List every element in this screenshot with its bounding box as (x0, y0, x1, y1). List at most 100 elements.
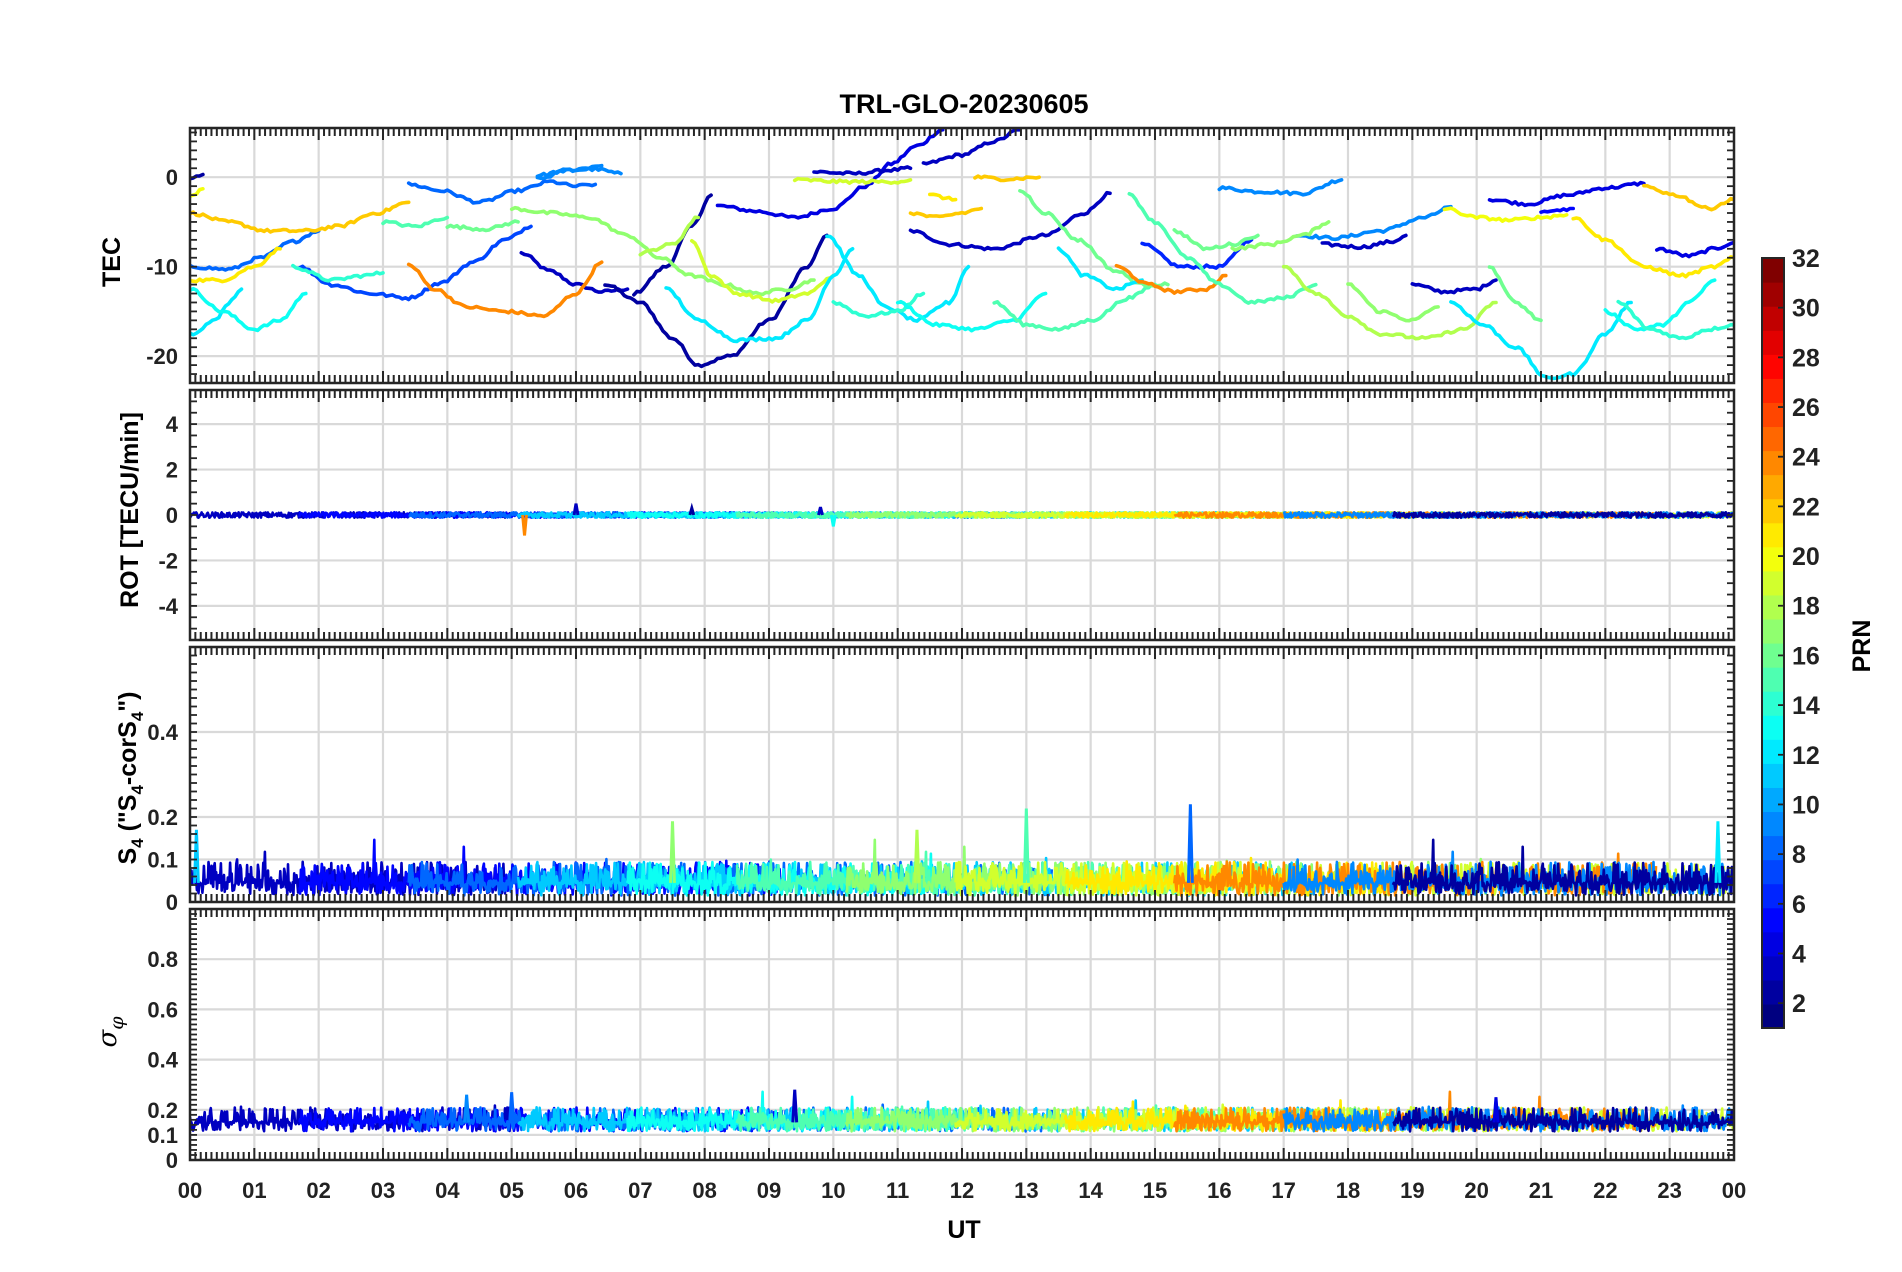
s4-spike (1714, 821, 1722, 883)
colorbar-band (1762, 474, 1784, 500)
sigma_phi-ytick-label: 0.6 (147, 997, 178, 1022)
tec-series-prn-24 (406, 260, 604, 319)
colorbar-band (1762, 715, 1784, 740)
colorbar-band (1762, 306, 1784, 331)
colorbar-band (1762, 570, 1784, 596)
x-axis-title: UT (947, 1216, 980, 1244)
rot-series-group (190, 502, 1734, 536)
tec-series-prn-4 (1655, 240, 1734, 259)
tec-series-prn-3 (908, 190, 1112, 252)
tec-series-prn-22 (1642, 183, 1734, 212)
tec-series-prn-19 (690, 239, 836, 304)
s4-spike (1186, 804, 1194, 883)
colorbar-tick-label: 28 (1792, 344, 1820, 372)
tec-series-prn-9 (535, 166, 623, 179)
tec-series-prn-3 (519, 251, 630, 294)
tec-series-prn-19 (792, 176, 913, 185)
tec-series-prn-6 (1140, 238, 1254, 270)
tec-series-prn-22 (190, 200, 411, 234)
x-tick-label: 03 (371, 1178, 395, 1203)
colorbar-tick-label: 22 (1792, 493, 1820, 521)
colorbar-band (1762, 667, 1784, 692)
tec-series-prn-16 (1487, 265, 1543, 323)
tec-series-prn-12 (664, 247, 855, 344)
colorbar-tick-label: 6 (1792, 891, 1806, 919)
s4-ytick-label: 0.4 (147, 720, 178, 745)
tec-series-prn-9 (1294, 204, 1453, 242)
sigma-phi-panel: 00.10.2 0.4 0.6 0.8 (147, 907, 1736, 1173)
rot-spike (572, 503, 580, 516)
tec-series-prn-20 (1442, 206, 1569, 223)
s4-axis-title-mid: ("S (114, 795, 142, 839)
s4-axis-title-s: S (114, 848, 142, 865)
colorbar-band (1762, 643, 1784, 668)
s4-spike (193, 829, 200, 883)
x-tick-label: 22 (1593, 1178, 1617, 1203)
tec-series-prn-17 (1346, 282, 1440, 323)
s4-spike (1022, 808, 1030, 883)
tec-series-prn-15 (381, 215, 450, 229)
rot-ytick-label: 4 (166, 412, 179, 437)
x-tick-label: 02 (306, 1178, 330, 1203)
x-tick-label: 14 (1078, 1178, 1103, 1203)
colorbar-band (1762, 354, 1784, 379)
colorbar-band (1762, 498, 1784, 524)
x-tick-label: 00 (1722, 1178, 1746, 1203)
x-tick-label: 10 (821, 1178, 845, 1203)
colorbar-band (1762, 739, 1784, 764)
x-tick-label: 21 (1529, 1178, 1553, 1203)
s4-axis-title-sub3: 4 (128, 711, 147, 721)
tec-series-prn-16 (1172, 228, 1260, 252)
tec-series-prn-3 (1410, 278, 1498, 295)
s4-axis-title-sub1: 4 (128, 838, 147, 848)
sigma_phi-spike (791, 1089, 799, 1123)
rot-series-prn-2 (1391, 510, 1734, 519)
x-tick-label: 11 (886, 1178, 909, 1203)
tec-series-prn-15 (1127, 192, 1318, 305)
x-tick-label: 18 (1336, 1178, 1360, 1203)
tec-series-prn-24 (1114, 263, 1228, 295)
sigma_phi-ytick-label: 0.8 (147, 947, 178, 972)
sigma-phi-axis-title: σφ (93, 1016, 128, 1048)
colorbar-tick-label: 12 (1792, 742, 1820, 770)
s4-ytick-label: 0.1 (147, 848, 178, 873)
colorbar-label: PRN (1848, 620, 1876, 673)
s4-spike (669, 821, 676, 883)
s4-ytick-label: 0 (166, 890, 178, 915)
x-tick-label: 20 (1464, 1178, 1488, 1203)
colorbar-band (1762, 282, 1784, 307)
sigma_phi-series-group (190, 1089, 1734, 1133)
tec-series-prn-3 (812, 165, 913, 176)
tec-series-prn-17 (1230, 220, 1331, 252)
colorbar-band (1762, 979, 1784, 1005)
rot-axis-title: ROT [TECU/min] (116, 412, 144, 608)
rot-spike (521, 514, 528, 536)
colorbar-band (1762, 835, 1784, 861)
tec-series-prn-2 (190, 172, 205, 181)
colorbar-tick-label: 4 (1792, 940, 1806, 968)
x-tick-label: 17 (1271, 1178, 1295, 1203)
sigma_phi-spike (463, 1094, 471, 1123)
tec-ytick-label: -20 (146, 344, 178, 369)
tec-series-prn-4 (715, 128, 945, 220)
tec-series-prn-8 (406, 179, 598, 205)
colorbar-band (1762, 931, 1784, 957)
x-tick-label: 13 (1014, 1178, 1038, 1203)
tec-series-prn-21 (928, 192, 958, 202)
colorbar-band (1762, 1003, 1784, 1029)
tec-series-prn-18 (638, 215, 700, 257)
s4-spike (913, 829, 921, 883)
tec-series-prn-7 (297, 224, 533, 302)
x-tick-label: 19 (1400, 1178, 1424, 1203)
tec-series-prn-8 (190, 229, 321, 272)
tec-series-prn-12 (1056, 246, 1144, 292)
colorbar-tick-label: 16 (1792, 642, 1820, 670)
colorbar-band (1762, 330, 1784, 355)
tec-axis-title: TEC (98, 237, 126, 287)
rot-ytick-label: 0 (166, 503, 178, 528)
tec-series-prn-5 (1539, 206, 1575, 214)
colorbar-band (1762, 546, 1784, 572)
tec-series-prn-14 (291, 263, 385, 283)
x-tick-label: 00 (178, 1178, 202, 1203)
